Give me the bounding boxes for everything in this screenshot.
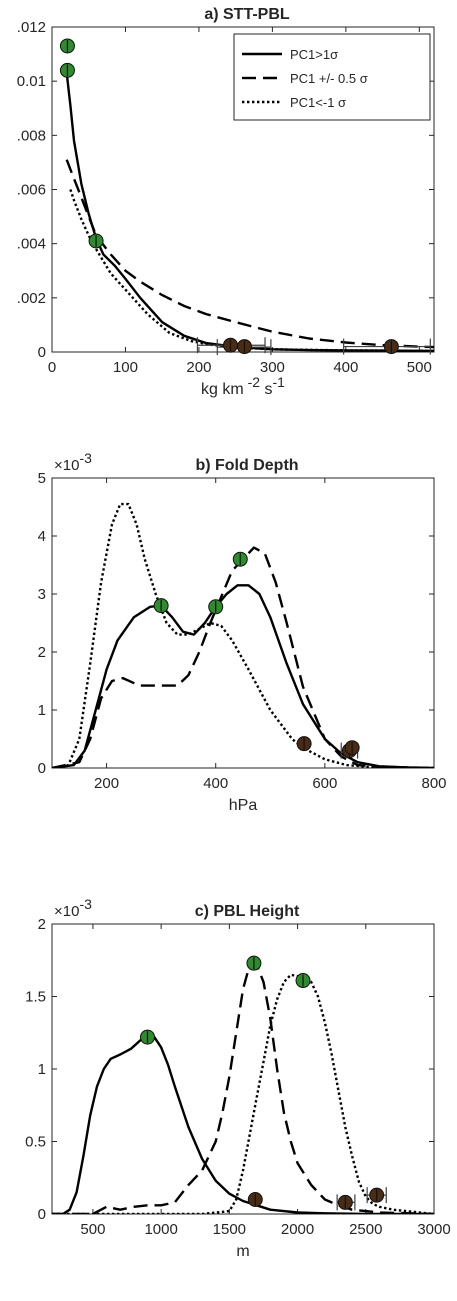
y-tick-label: 0.5: [25, 1134, 46, 1151]
legend-entry-label: PC1<-1 σ: [290, 95, 346, 110]
y-tick-label: .008: [17, 127, 46, 144]
x-tick-label: 500: [80, 1221, 105, 1238]
x-tick-label: 300: [260, 359, 285, 376]
y-tick-label: 2: [38, 916, 46, 933]
y-tick-label: 1: [38, 1061, 46, 1078]
y-tick-label: .012: [17, 19, 46, 36]
legend-entry-label: PC1>1σ: [290, 47, 338, 62]
x-tick-label: 2500: [349, 1221, 382, 1238]
x-tick-label: 0: [48, 359, 56, 376]
y-exponent-value: -3: [79, 896, 92, 912]
x-tick-label: 2000: [281, 1221, 314, 1238]
y-tick-label: 1.5: [25, 989, 46, 1006]
x-tick-label: 100: [113, 359, 138, 376]
y-tick-label: 0: [38, 344, 46, 361]
series-line-dotted: [52, 502, 434, 768]
x-tick-label: 400: [333, 359, 358, 376]
x-tick-label: 800: [421, 775, 446, 792]
series-line-solid: [52, 584, 434, 768]
x-tick-label: 1500: [213, 1221, 246, 1238]
x-tick-label: 500: [407, 359, 432, 376]
series-line-dashed: [65, 159, 434, 349]
y-tick-label: 3: [38, 586, 46, 603]
y-tick-label: 4: [38, 528, 46, 545]
y-exponent-label: ×10-3: [54, 896, 92, 920]
panel-fold-depth: 200 400 600 800 0 1 2 3 4 5 b) Fold Depth ×10-3 hPa: [38, 450, 447, 814]
y-exponent-label: ×10-3: [54, 450, 92, 474]
x-tick-label: 200: [94, 775, 119, 792]
series-line-dashed: [52, 963, 434, 1214]
x-tick-label: 200: [186, 359, 211, 376]
x-tick-label: 400: [203, 775, 228, 792]
x-axis-label: m: [236, 1243, 249, 1260]
y-tick-label: 0: [38, 760, 46, 777]
x-axis-label: kg km -2 s-1: [201, 374, 285, 398]
x-tick-label: 3000: [417, 1221, 450, 1238]
panel-pbl-height: 500 1000 1500 2000 2500 3000 0 0.5 1 1.5 2 c) PBL H…: [25, 896, 451, 1260]
axes-box: [51, 477, 435, 769]
legend: PC1>1σ PC1 +/- 0.5 σ PC1<-1 σ: [233, 33, 431, 121]
y-tick-label: 0: [38, 1206, 46, 1223]
y-tick-label: 1: [38, 702, 46, 719]
series-line-dotted: [52, 973, 434, 1214]
y-tick-label: 2: [38, 644, 46, 661]
y-tick-label: .002: [17, 290, 46, 307]
series-line-dashed: [52, 546, 434, 768]
y-tick-label: 5: [38, 470, 46, 487]
series-line-solid: [65, 72, 434, 352]
chart-title: c) PBL Height: [195, 903, 300, 920]
x-tick-label: 1000: [144, 1221, 177, 1238]
panel-stt-pbl: 0 100 200 300 400 500 0 .002 .004 .006 .008 0.01 .01…: [17, 6, 435, 398]
legend-entry-label: PC1 +/- 0.5 σ: [290, 71, 368, 86]
x-tick-label: 600: [312, 775, 337, 792]
y-exponent-value: -3: [79, 450, 92, 466]
x-axis-label: hPa: [229, 797, 258, 814]
chart-title: b) Fold Depth: [195, 457, 298, 474]
chart-title: a) STT-PBL: [204, 6, 290, 23]
series-line-solid: [52, 1034, 434, 1214]
y-tick-label: .006: [17, 182, 46, 199]
y-tick-label: 0.01: [17, 73, 46, 90]
series-line-dotted: [69, 189, 434, 352]
y-tick-label: .004: [17, 236, 46, 253]
